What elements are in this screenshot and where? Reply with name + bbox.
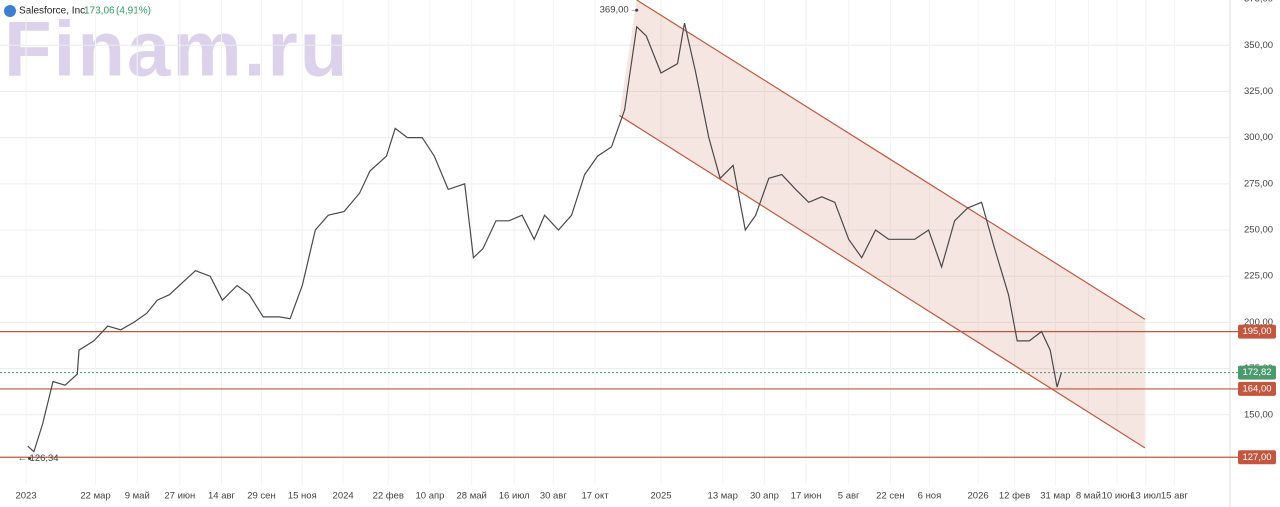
y-tick-label: 150,00	[1244, 409, 1273, 420]
y-tick-label: 275,00	[1244, 178, 1273, 189]
ticker-name: Salesforce, Inc.	[19, 6, 88, 17]
ticker-price: 173,06	[84, 6, 115, 17]
y-tick-label: 225,00	[1244, 271, 1273, 282]
x-tick-label: 2026	[968, 491, 989, 502]
x-tick-label: 15 ноя	[288, 491, 317, 502]
x-tick-label: 10 июн	[1102, 491, 1133, 502]
level-label: 195,00	[1242, 326, 1271, 337]
y-tick-label: 250,00	[1244, 225, 1273, 236]
x-tick-label: 14 авг	[208, 491, 236, 502]
ticker-change: (4,91%)	[116, 6, 151, 17]
level-label-bg	[1238, 450, 1276, 465]
x-tick-label: 2023	[15, 491, 36, 502]
x-tick-label: 13 мар	[708, 491, 738, 502]
x-tick-label: 30 авг	[540, 491, 568, 502]
x-tick-label: 22 сен	[876, 491, 905, 502]
y-tick-label: 200,00	[1244, 317, 1273, 328]
level-label-bg	[1238, 381, 1276, 396]
low-arrow: ←	[18, 453, 28, 464]
high-marker	[635, 8, 639, 12]
y-tick-label: 325,00	[1244, 86, 1273, 97]
x-tick-label: 2024	[333, 491, 354, 502]
x-tick-label: 9 май	[125, 491, 150, 502]
x-tick-label: 13 июл	[1130, 491, 1161, 502]
x-tick-label: 10 апр	[416, 491, 445, 502]
y-tick-label: 375,00	[1244, 0, 1273, 5]
x-tick-label: 28 май	[457, 491, 487, 502]
high-label: 369,00	[600, 5, 629, 16]
price-line	[27, 22, 1063, 453]
high-arrow: →	[630, 5, 640, 16]
x-tick-label: 5 авг	[838, 491, 860, 502]
x-tick-label: 31 мар	[1040, 491, 1070, 502]
x-tick-label: 27 июн	[164, 491, 195, 502]
x-tick-label: 8 май	[1076, 491, 1101, 502]
x-tick-label: 29 сен	[247, 491, 276, 502]
x-tick-label: 30 апр	[750, 491, 779, 502]
x-tick-label: 12 фев	[999, 491, 1030, 502]
level-label: 127,00	[1242, 452, 1271, 463]
x-tick-label: 17 окт	[581, 491, 609, 502]
x-tick-label: 6 ноя	[918, 491, 942, 502]
last-price-label: 172,82	[1242, 367, 1271, 378]
logo	[4, 5, 16, 17]
low-marker	[28, 457, 32, 461]
last-price-bg	[1238, 365, 1276, 380]
y-tick-label: 300,00	[1244, 132, 1273, 143]
x-tick-label: 22 фев	[373, 491, 404, 502]
level-label: 164,00	[1242, 383, 1271, 394]
watermark: Finam.ru	[4, 5, 349, 93]
x-tick-label: 16 июл	[499, 491, 530, 502]
x-tick-label: 22 мар	[80, 491, 110, 502]
channel-fill	[619, 0, 1145, 448]
y-tick-label: 350,00	[1244, 40, 1273, 51]
channel-line	[636, 0, 1146, 320]
level-label-bg	[1238, 324, 1276, 339]
channel-line	[619, 114, 1146, 449]
x-tick-label: 15 авг	[1161, 491, 1189, 502]
low-label: 126,34	[30, 453, 59, 464]
x-tick-label: 2025	[650, 491, 671, 502]
x-tick-label: 17 июн	[791, 491, 822, 502]
